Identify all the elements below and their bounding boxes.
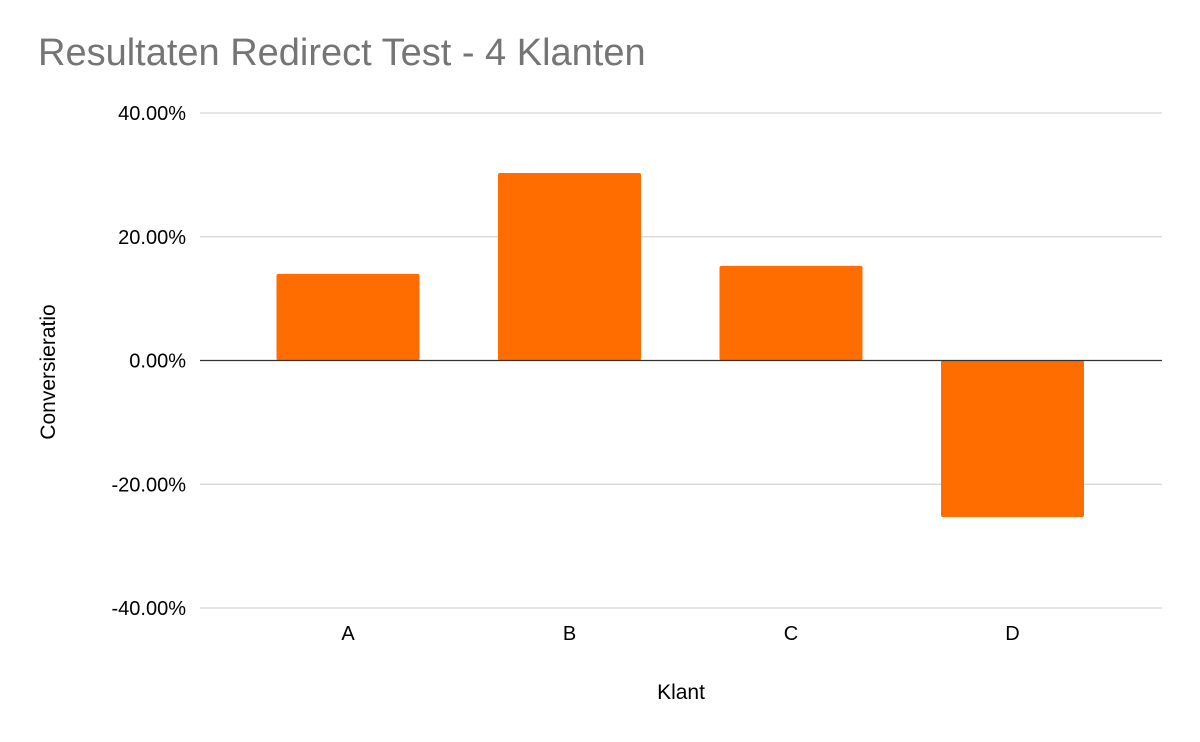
bar-a (276, 273, 420, 361)
y-tick-label: -40.00% (112, 598, 187, 620)
x-tick-label: C (784, 623, 798, 645)
x-axis-title: Klant (657, 681, 705, 704)
y-tick-label: -20.00% (112, 474, 187, 496)
bar-b (498, 173, 641, 361)
y-tick-label: 0.00% (129, 351, 186, 373)
bars (276, 173, 1084, 518)
bar-d (941, 360, 1084, 518)
y-tick-label: 40.00% (118, 103, 186, 125)
chart-title: Resultaten Redirect Test - 4 Klanten (38, 32, 646, 74)
y-axis-title: Conversieratio (37, 304, 60, 439)
bar-c (719, 265, 863, 361)
x-tick-label: D (1005, 623, 1019, 645)
y-tick-label: 20.00% (118, 227, 186, 249)
x-tick-labels: A B C D (341, 623, 1019, 645)
x-tick-label: B (563, 623, 576, 645)
y-tick-labels: 40.00% 20.00% 0.00% -20.00% -40.00% (112, 103, 187, 620)
x-tick-label: A (341, 623, 355, 645)
